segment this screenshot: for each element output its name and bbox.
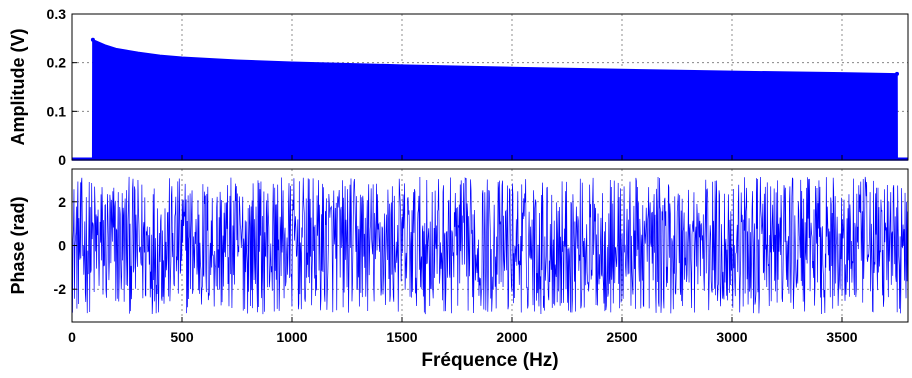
phase-y-tick-label: 0	[58, 238, 66, 254]
phase-y-tick-label: 2	[58, 194, 66, 210]
amplitude-band-end-marker	[895, 71, 899, 76]
phase-x-tick-label: 500	[170, 329, 194, 345]
amplitude-plot-frame	[71, 13, 909, 161]
phase-ticks: 0 500 1000 1500 2000 2500 3000 3500 -2 0 2	[54, 194, 858, 345]
phase-x-tick-label: 1500	[386, 329, 417, 345]
amplitude-y-axis-label: Amplitude (V)	[8, 29, 28, 146]
amplitude-series	[72, 37, 908, 161]
phase-x-tick-label: 2000	[496, 329, 527, 345]
amplitude-y-tick-label: 0	[58, 152, 66, 168]
amplitude-y-tick-label: 0.2	[47, 55, 67, 71]
phase-x-tick-label: 2500	[606, 329, 637, 345]
phase-x-tick-label: 3500	[826, 329, 857, 345]
x-axis-label: Fréquence (Hz)	[421, 350, 558, 371]
amplitude-y-tick-label: 0.1	[47, 103, 67, 119]
phase-series	[71, 176, 909, 315]
phase-x-tick-label: 3000	[716, 329, 747, 345]
amplitude-ticks: 0 0.1 0.2 0.3	[47, 6, 843, 168]
phase-x-tick-label: 0	[68, 329, 76, 345]
amplitude-band-start-marker	[90, 37, 95, 42]
amplitude-panel: 0 0.1 0.2 0.3 Amplitude (V)	[8, 6, 909, 168]
phase-x-tick-label: 1000	[276, 329, 307, 345]
phase-panel: 0 500 1000 1500 2000 2500 3000 3500 -2 0 2 Phase (…	[8, 168, 909, 345]
amplitude-y-tick-label: 0.3	[47, 6, 67, 22]
phase-series-line	[71, 176, 909, 315]
phase-y-tick-label: -2	[54, 281, 67, 297]
amplitude-spectrum-area	[72, 38, 908, 161]
phase-y-axis-label: Phase (rad)	[8, 196, 28, 294]
